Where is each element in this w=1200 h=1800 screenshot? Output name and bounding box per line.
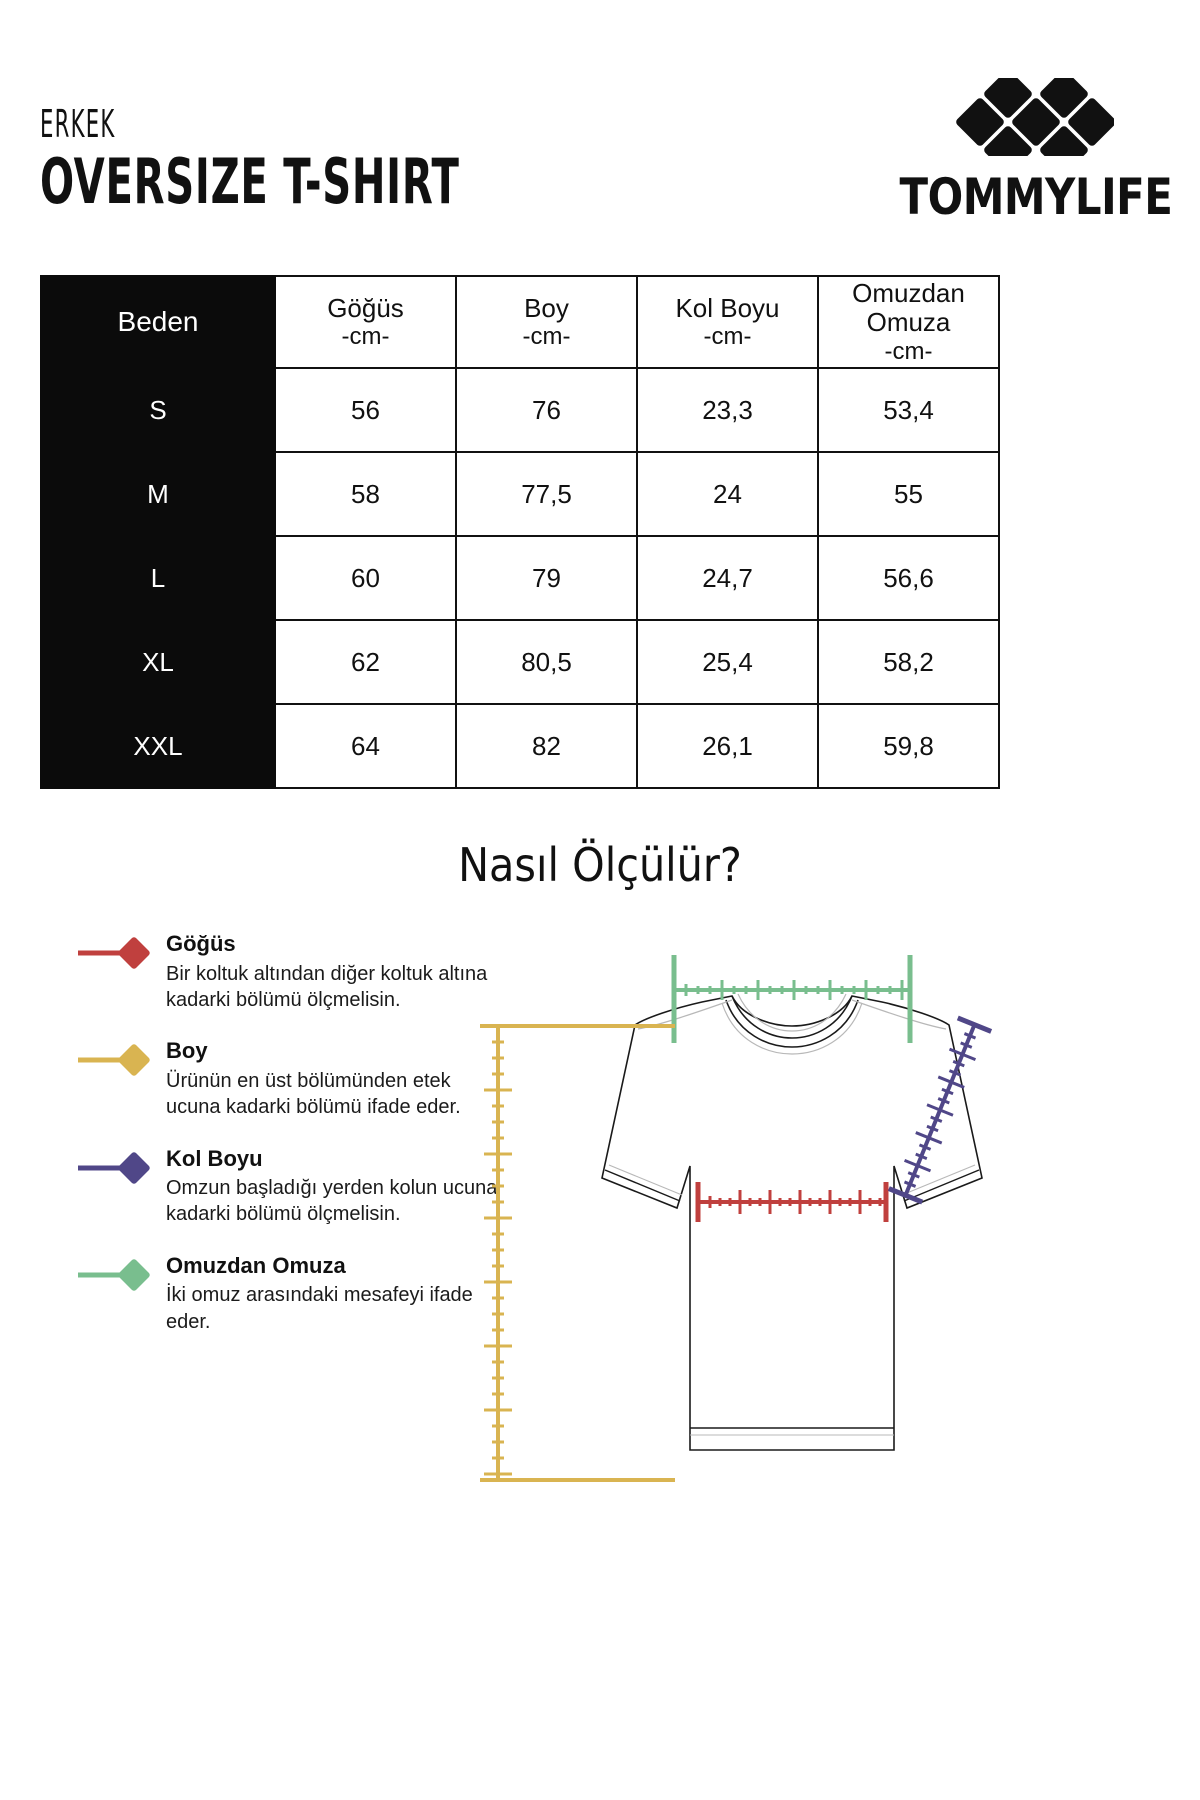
legend-description: Omzun başladığı yerden kolun ucuna kadar… bbox=[166, 1177, 498, 1226]
brand-logo: TOMMYLIFE bbox=[872, 70, 1172, 228]
diamond-marker-boy-icon bbox=[78, 1043, 154, 1077]
length-measure-line bbox=[480, 1024, 675, 1482]
legend-title: Kol Boyu bbox=[166, 1145, 263, 1171]
column-unit: -cm- bbox=[703, 323, 752, 351]
page-header: ERKEK OVERSIZE T-SHIRT TOMMYLIFE bbox=[0, 0, 1200, 260]
cell-omuz: 58,2 bbox=[817, 619, 1000, 705]
cell-boy: 77,5 bbox=[455, 451, 638, 537]
column-header-boy: Boy -cm- bbox=[455, 275, 638, 369]
cell-omuz: 59,8 bbox=[817, 703, 1000, 789]
diamond-marker-kol-boyu-icon bbox=[78, 1151, 154, 1185]
cell-boy: 76 bbox=[455, 367, 638, 453]
legend-item-kol-boyu: Kol Boyu Omzun başladığı yerden kolun uc… bbox=[78, 1145, 498, 1228]
legend-item-boy: Boy Ürünün en üst bölümünden etek ucuna … bbox=[78, 1037, 498, 1120]
cell-gogus: 60 bbox=[274, 535, 457, 621]
cell-kol: 23,3 bbox=[636, 367, 819, 453]
cell-boy: 79 bbox=[455, 535, 638, 621]
cell-size: L bbox=[40, 535, 276, 621]
chest-measure-line bbox=[695, 1182, 889, 1222]
cell-boy: 80,5 bbox=[455, 619, 638, 705]
cell-gogus: 58 bbox=[274, 451, 457, 537]
table-row: XL 62 80,5 25,4 58,2 bbox=[40, 619, 1000, 705]
cell-size: XL bbox=[40, 619, 276, 705]
shoulder-measure-line bbox=[671, 955, 913, 1043]
cell-size: M bbox=[40, 451, 276, 537]
brand-wordmark: TOMMYLIFE bbox=[899, 168, 1172, 226]
column-header-kol-boyu: Kol Boyu -cm- bbox=[636, 275, 819, 369]
cell-omuz: 55 bbox=[817, 451, 1000, 537]
column-unit: -cm- bbox=[341, 323, 390, 351]
measurement-legend: Göğüs Bir koltuk altından diğer koltuk a… bbox=[78, 930, 498, 1359]
table-row: XXL 64 82 26,1 59,8 bbox=[40, 703, 1000, 789]
tshirt-technical-drawing bbox=[601, 995, 983, 1451]
legend-description: İki omuz arasındaki mesafeyi ifade eder. bbox=[166, 1284, 473, 1333]
legend-item-omuzdan-omuza: Omuzdan Omuza İki omuz arasındaki mesafe… bbox=[78, 1252, 498, 1335]
diamond-grid-logo-icon bbox=[924, 70, 1116, 174]
cell-size: S bbox=[40, 367, 276, 453]
legend-description: Ürünün en üst bölümünden etek ucuna kada… bbox=[166, 1069, 461, 1119]
cell-omuz: 56,6 bbox=[817, 535, 1000, 621]
tshirt-measurement-diagram bbox=[470, 930, 1050, 1550]
column-header-gogus: Göğüs -cm- bbox=[274, 275, 457, 369]
legend-title: Boy bbox=[166, 1038, 208, 1064]
column-header-beden: Beden bbox=[40, 275, 276, 369]
legend-title: Omuzdan Omuza bbox=[166, 1252, 346, 1278]
diamond-marker-gogus-icon bbox=[78, 936, 154, 970]
cell-gogus: 62 bbox=[274, 619, 457, 705]
sleeve-measure-line bbox=[887, 1015, 993, 1205]
column-unit: -cm- bbox=[522, 323, 571, 351]
page-title: OVERSIZE T-SHIRT bbox=[40, 145, 460, 218]
size-table: Beden Göğüs -cm- Boy -cm- Kol Boyu -cm- … bbox=[40, 275, 1000, 789]
table-row: S 56 76 23,3 53,4 bbox=[40, 367, 1000, 453]
column-header-omuzdan-omuza: Omuzdan Omuza -cm- bbox=[817, 275, 1000, 369]
column-unit: -cm- bbox=[884, 337, 933, 365]
cell-gogus: 64 bbox=[274, 703, 457, 789]
cell-kol: 24 bbox=[636, 451, 819, 537]
table-header-row: Beden Göğüs -cm- Boy -cm- Kol Boyu -cm- … bbox=[40, 275, 1000, 369]
cell-boy: 82 bbox=[455, 703, 638, 789]
table-row: M 58 77,5 24 55 bbox=[40, 451, 1000, 537]
page-kicker: ERKEK bbox=[40, 102, 116, 146]
legend-description: Bir koltuk altından diğer koltuk altına … bbox=[166, 962, 488, 1011]
cell-kol: 25,4 bbox=[636, 619, 819, 705]
table-row: L 60 79 24,7 56,6 bbox=[40, 535, 1000, 621]
diamond-marker-omuzdan-omuza-icon bbox=[78, 1258, 154, 1292]
legend-item-gogus: Göğüs Bir koltuk altından diğer koltuk a… bbox=[78, 930, 498, 1013]
title-block: ERKEK OVERSIZE T-SHIRT bbox=[40, 105, 623, 214]
cell-omuz: 53,4 bbox=[817, 367, 1000, 453]
cell-size: XXL bbox=[40, 703, 276, 789]
legend-title: Göğüs bbox=[166, 931, 236, 956]
cell-kol: 24,7 bbox=[636, 535, 819, 621]
cell-gogus: 56 bbox=[274, 367, 457, 453]
cell-kol: 26,1 bbox=[636, 703, 819, 789]
howto-title: Nasıl Ölçülür? bbox=[458, 838, 742, 892]
